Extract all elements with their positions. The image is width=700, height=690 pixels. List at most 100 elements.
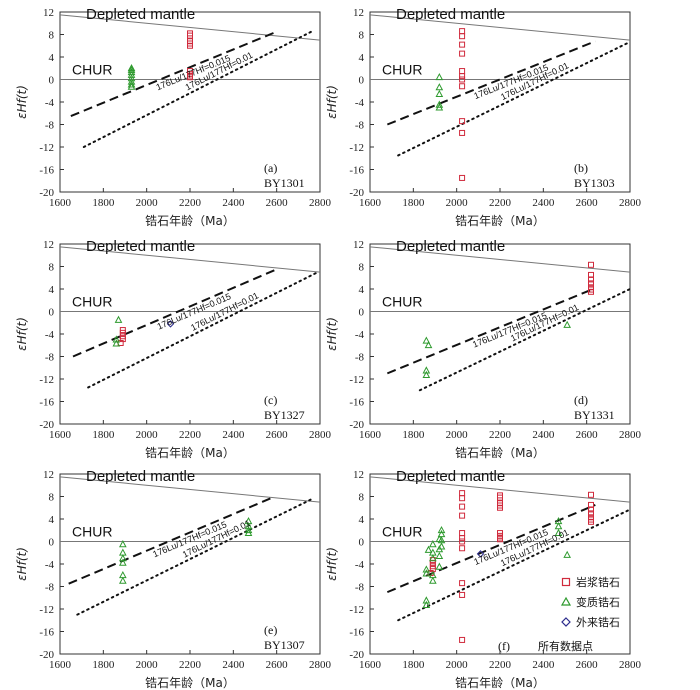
metamorphic-point [563,550,572,558]
magmatic-point [459,33,466,40]
x-tick-label: 2200 [179,197,202,209]
magmatic-point [588,261,594,268]
x-axis-label: 锆石年龄（Ma） [145,446,235,460]
y-tick-label: -4 [45,329,55,341]
y-tick-label: -16 [349,165,364,177]
y-tick-label: 4 [359,284,365,296]
sample-label: BY1327 [264,408,305,422]
sample-label: BY1331 [574,408,615,422]
x-tick-label: 2400 [532,659,555,671]
depleted-mantle-label: Depleted mantle [396,6,505,23]
lu-001-line [76,498,313,616]
panel-d: 1600 1800 2000 2200 2400 2600 2800 12 8 4 0 -4 -8 -12… [325,238,642,460]
y-tick-label: -16 [39,627,54,639]
x-tick-label: 2800 [619,659,642,671]
depleted-mantle-line [370,246,630,273]
plot-area [60,14,320,148]
y-axis-label: εHf(t) [325,85,339,119]
metamorphic-point [112,335,121,343]
y-tick-label: 8 [49,30,55,42]
depleted-mantle-label: Depleted mantle [86,6,195,23]
y-tick-label: 0 [49,537,55,549]
x-tick-label: 2000 [446,659,469,671]
y-tick-label: -4 [355,559,365,571]
y-tick-label: -4 [355,97,365,109]
panel-letter: (f) [498,639,510,653]
sample-label: BY1303 [574,176,615,190]
x-tick-label: 2800 [619,197,642,209]
y-tick-label: 12 [43,239,54,251]
lu-001-line [418,288,630,392]
metamorphic-point [244,528,253,536]
plot-area [370,246,630,392]
panel-e: 1600 1800 2000 2200 2400 2600 2800 12 8 4 0 -4 -8 -12… [15,468,332,690]
x-tick-label: 2800 [309,197,332,209]
magmatic-point [187,32,193,39]
magmatic-point [588,491,594,498]
magmatic-point [588,280,594,287]
x-axis-label: 锆石年龄（Ma） [145,214,235,228]
y-tick-label: 4 [359,514,365,526]
magmatic-point [459,490,466,497]
magmatic-point [459,129,466,136]
y-tick-label: 4 [49,52,55,64]
depleted-mantle-label: Depleted mantle [396,238,505,255]
xenocrystic-point [166,320,175,328]
magmatic-point [459,535,466,542]
metamorphic-point [422,336,431,344]
legend-marker-magmatic [561,577,571,587]
y-tick-label: -20 [349,187,364,199]
metamorphic-point [435,72,444,81]
y-tick-label: -8 [45,120,55,132]
magmatic-point [459,545,466,552]
y-tick-label: 12 [353,239,364,251]
lu-0015-line [72,268,278,358]
xenocrystic-point [476,550,485,558]
plot-frame [369,11,631,193]
x-tick-label: 2000 [446,197,469,209]
y-tick-label: -12 [39,142,54,154]
x-tick-label: 2800 [619,429,642,441]
lu-0015-line [68,496,273,585]
x-tick-label: 1800 [402,197,425,209]
metamorphic-point [428,554,437,562]
x-tick-label: 2200 [179,659,202,671]
lu-0015-line [386,288,594,375]
metamorphic-point [435,100,444,108]
legend-label-metamorphic: 变质锆石 [576,595,620,609]
magmatic-point [459,530,466,537]
metamorphic-point [127,82,136,90]
panel-c: 1600 1800 2000 2200 2400 2600 2800 12 8 4 0 -4 -8 -12… [15,238,332,460]
lu-0015-line [386,504,596,594]
panel-letter: (b) [574,161,588,175]
y-tick-label: -20 [39,187,54,199]
chur-label: CHUR [382,524,422,540]
metamorphic-point [435,545,444,553]
metamorphic-point [422,366,431,374]
x-tick-label: 2600 [576,197,599,209]
magmatic-point [459,636,466,643]
magmatic-point [588,506,594,513]
x-tick-label: 1600 [49,429,72,441]
magmatic-point [459,503,466,510]
plot-frame [59,473,321,655]
sample-label: 所有数据点 [538,639,593,653]
x-tick-label: 2400 [222,429,245,441]
y-tick-label: -16 [39,397,54,409]
depleted-mantle-line [60,246,320,273]
x-tick-label: 1600 [359,659,382,671]
y-tick-label: 0 [359,75,365,87]
x-axis-label: 锆石年龄（Ma） [145,676,235,690]
x-tick-label: 2200 [489,659,512,671]
plot-area [370,476,630,643]
x-tick-label: 2200 [489,429,512,441]
metamorphic-point [112,339,121,347]
x-tick-label: 2400 [532,197,555,209]
y-tick-label: -12 [349,142,364,154]
magmatic-point [119,329,126,336]
metamorphic-point [435,562,444,570]
magmatic-point [459,50,466,57]
y-tick-label: -12 [39,374,54,386]
y-tick-label: -4 [355,329,365,341]
y-tick-label: 8 [49,262,55,274]
